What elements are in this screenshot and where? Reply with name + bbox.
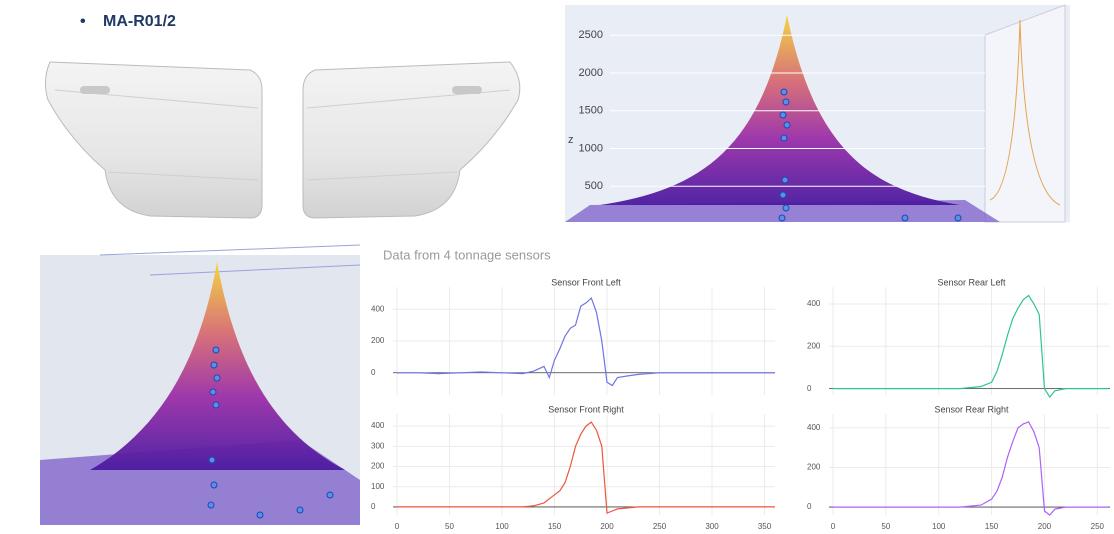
z-tick-label: 1500 [579, 105, 603, 117]
x-tick-label: 300 [705, 522, 719, 531]
slide: • MA-R01/2 z 5001000150020002500 Data fr… [0, 0, 1114, 534]
y-tick-label: 0 [371, 368, 376, 377]
y-tick-label: 0 [807, 502, 812, 511]
z-tick-label: 1000 [579, 142, 603, 154]
chart-title: Sensor Rear Left [937, 277, 1006, 287]
surface-plot-top: z 500 1000 1500 2000 2500 [565, 5, 1070, 222]
y-tick-label: 400 [807, 423, 821, 432]
y-tick-label: 400 [807, 299, 821, 308]
plot-area [829, 287, 1110, 395]
x-tick-label: 250 [653, 522, 667, 531]
y-tick-label: 200 [371, 462, 385, 471]
surface-plot-bottom [40, 245, 360, 525]
x-tick-label: 200 [600, 522, 614, 531]
y-tick-label: 200 [371, 336, 385, 345]
chart-title: Sensor Front Right [548, 404, 624, 414]
subtitle: Data from 4 tonnage sensors [383, 247, 551, 262]
x-tick-label: 50 [445, 522, 454, 531]
z-axis-label: z [568, 134, 574, 146]
y-tick-label: 400 [371, 304, 385, 313]
y-tick-label: 0 [807, 384, 812, 393]
y-tick-label: 0 [371, 502, 376, 511]
x-tick-label: 0 [831, 522, 836, 531]
y-tick-label: 300 [371, 441, 385, 450]
door-right [303, 62, 520, 218]
x-tick-label: 200 [1038, 522, 1052, 531]
z-tick-label: 2000 [579, 67, 603, 79]
x-tick-label: 100 [932, 522, 946, 531]
x-tick-label: 150 [548, 522, 562, 531]
chart-title: Sensor Front Left [551, 277, 621, 287]
x-tick-label: 150 [985, 522, 999, 531]
y-tick-label: 400 [371, 421, 385, 430]
x-tick-label: 250 [1091, 522, 1105, 531]
bullet-text: MA-R01/2 [103, 13, 176, 30]
x-tick-label: 100 [495, 522, 509, 531]
bullet-dot: • [80, 13, 86, 30]
x-tick-label: 0 [395, 522, 400, 531]
x-tick-label: 350 [758, 522, 772, 531]
y-tick-label: 200 [807, 341, 821, 350]
plot-area [829, 414, 1110, 515]
page: • MA-R01/2 z 5001000150020002500 Data fr… [0, 0, 1114, 534]
x-tick-label: 50 [881, 522, 890, 531]
z-tick-label: 500 [585, 180, 603, 192]
chart-title: Sensor Rear Right [934, 404, 1009, 414]
y-tick-label: 200 [807, 463, 821, 472]
y-tick-label: 100 [371, 482, 385, 491]
door-left [45, 62, 262, 218]
z-tick-label: 2500 [579, 29, 603, 41]
